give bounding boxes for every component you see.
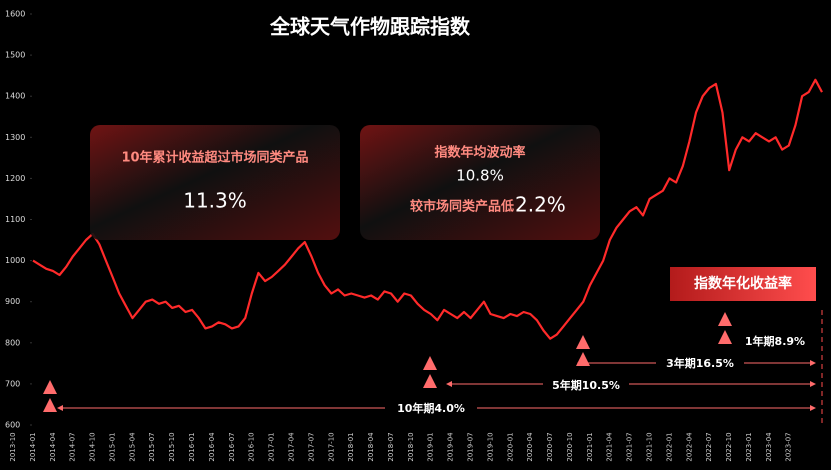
x-tick-label: 2020-10 (566, 432, 574, 461)
marker (718, 330, 732, 344)
y-tick-label: 1300 (5, 133, 25, 142)
label-bg (656, 355, 744, 371)
x-tick-label: 2017-04 (287, 432, 295, 462)
x-tick-label: 2016-04 (208, 432, 216, 462)
y-tick-label: 800 (5, 338, 20, 347)
x-tick-label: 2015-07 (148, 432, 156, 461)
marker (43, 398, 57, 412)
box-value: 11.3% (183, 189, 247, 213)
label-bg (543, 377, 629, 393)
chart-title: 全球天气作物跟踪指数 (269, 15, 471, 39)
period-label: 3年期16.5% (666, 356, 734, 370)
box-label: 指数年均波动率 (434, 145, 525, 161)
y-tick-label: 1600 (5, 10, 25, 19)
x-tick-label: 2016-10 (248, 432, 256, 461)
box-label: 10年累计收益超过市场同类产品 (121, 150, 308, 166)
x-tick-label: 2021-07 (626, 432, 634, 461)
x-tick-label: 2018-10 (407, 432, 415, 461)
x-tick-label: 2015-01 (108, 432, 116, 461)
returns-title-box (670, 267, 816, 301)
y-tick-label: 1500 (5, 51, 25, 60)
marker (576, 335, 590, 349)
x-tick-label: 2016-01 (188, 432, 196, 461)
x-tick-label: 2020-01 (506, 432, 514, 461)
period-label: 10年期4.0% (397, 401, 465, 415)
x-tick-label: 2022-01 (665, 432, 673, 461)
x-tick-label: 2019-10 (486, 432, 494, 461)
x-tick-label: 2020-07 (546, 432, 554, 461)
x-tick-label: 2021-04 (606, 432, 614, 462)
x-tick-label: 2021-10 (646, 432, 654, 461)
x-tick-label: 2014-04 (49, 432, 57, 462)
x-tick-label: 2014-07 (69, 432, 77, 461)
y-tick-label: 700 (5, 379, 20, 388)
marker (43, 380, 57, 394)
y-tick-label: 900 (5, 297, 20, 306)
x-tick-label: 2022-07 (705, 432, 713, 461)
x-tick-label: 2014-10 (89, 432, 97, 461)
y-tick-label: 1200 (5, 174, 25, 183)
x-tick-label: 2019-04 (447, 432, 455, 462)
x-tick-label: 2019-07 (466, 432, 474, 461)
box-value: 10.8% (456, 167, 504, 185)
x-tick-label: 2022-04 (685, 432, 693, 462)
y-tick-label: 1000 (5, 256, 25, 265)
label-bg (385, 400, 477, 416)
x-tick-label: 2018-01 (347, 432, 355, 461)
x-tick-label: 2019-01 (427, 432, 435, 461)
returns-title: 指数年化收益率 (694, 275, 792, 292)
x-tick-label: 2016-07 (228, 432, 236, 461)
x-tick-label: 2020-04 (526, 432, 534, 462)
x-tick-label: 2022-10 (725, 432, 733, 461)
plot: 600 700 800 900 1000 1100 1200 1300 1400 1500 1600… (5, 10, 823, 462)
x-tick-label: 2023-04 (765, 432, 773, 462)
x-tick-label: 2015-04 (128, 432, 136, 462)
series-line (32, 78, 823, 340)
x-tick-label: 2023-01 (745, 432, 753, 461)
x-tick-label: 2023-07 (785, 432, 793, 461)
stat-box (360, 125, 600, 240)
marker (423, 356, 437, 370)
y-tick-label: 1100 (5, 215, 25, 224)
marker (423, 374, 437, 388)
x-tick-label: 2021-01 (586, 432, 594, 461)
x-tick-label: 2014-01 (29, 432, 37, 461)
marker (718, 312, 732, 326)
x-tick-label: 2015-10 (168, 432, 176, 461)
x-tick-label: 2013-10 (9, 432, 17, 461)
x-tick-label: 2018-04 (367, 432, 375, 462)
period-label: 1年期8.9% (745, 334, 805, 348)
x-tick-label: 2017-07 (307, 432, 315, 461)
stat-box (90, 125, 340, 240)
box-label: 较市场同类产品低 (410, 199, 514, 215)
x-tick-label: 2017-01 (268, 432, 276, 461)
x-tick-label: 2017-10 (327, 432, 335, 461)
y-tick-label: 600 (5, 421, 20, 430)
x-tick-label: 2018-07 (387, 432, 395, 461)
period-label: 5年期10.5% (552, 378, 620, 392)
box-value: 2.2% (515, 193, 566, 217)
y-tick-label: 1400 (5, 92, 25, 101)
